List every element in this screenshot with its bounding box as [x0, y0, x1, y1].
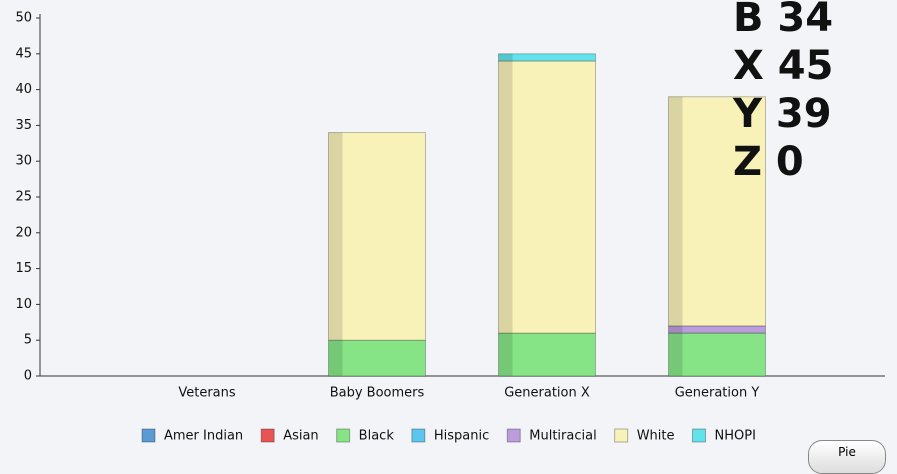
y-tick-label: 5 [24, 333, 32, 348]
bar-segment [498, 53, 596, 62]
bar-segment [328, 339, 426, 377]
legend-swatch [692, 428, 706, 443]
y-tick-label: 45 [15, 46, 32, 61]
bar-shade [328, 132, 343, 341]
bar-segment [668, 332, 766, 377]
x-tick-label: Generation Y [675, 386, 760, 401]
legend-swatch [506, 428, 521, 443]
y-tick-label: 20 [15, 225, 32, 240]
annotation: Y 39 [732, 91, 832, 137]
y-tick-label: 25 [15, 190, 32, 205]
chart: 0 5 10 15 20 25 30 35 40 45 50 Veterans Baby Boomers… [15, 0, 885, 444]
y-tick-label: 40 [15, 82, 32, 97]
annotation: Z 0 [733, 139, 804, 185]
x-tick-label: Generation X [504, 386, 590, 401]
bar-segment [328, 132, 426, 341]
legend-label: Black [359, 429, 395, 444]
pie-button[interactable]: Pie [808, 440, 886, 474]
legend-swatch [141, 428, 156, 443]
bar-segment [498, 332, 596, 377]
bar-shade [668, 325, 683, 334]
y-tick-label: 30 [15, 154, 32, 169]
page: 0 5 10 15 20 25 30 35 40 45 50 Veterans Baby Boomers… [15, 0, 886, 474]
bar-shade [498, 333, 513, 376]
annotation: X 45 [733, 43, 833, 89]
bar-shade [498, 53, 513, 61]
bar-shade [668, 96, 683, 326]
y-tick-label: 10 [15, 297, 32, 312]
x-tick-label: Baby Boomers [330, 386, 425, 401]
legend-swatch [614, 428, 629, 443]
y-tick-label: 0 [24, 369, 32, 384]
y-tick-label: 50 [15, 11, 32, 26]
legend-swatch [411, 428, 426, 443]
y-tick-label: 35 [15, 118, 32, 133]
bar-segment [668, 96, 766, 327]
legend-swatch [260, 428, 275, 443]
legend-label: White [637, 429, 675, 444]
bar-segment [668, 325, 766, 334]
legend-label: Hispanic [434, 429, 489, 444]
bar-shade [668, 333, 683, 376]
legend-label: NHOPI [715, 429, 756, 444]
bar-shade [328, 340, 343, 376]
annotation: B 34 [733, 0, 833, 41]
bar-segment [498, 60, 596, 334]
legend-label: Amer Indian [164, 429, 243, 444]
legend-label: Multiracial [529, 429, 596, 444]
bar-shade [498, 60, 513, 334]
x-tick-label: Veterans [178, 386, 236, 401]
y-tick-label: 15 [15, 261, 32, 276]
legend-label: Asian [283, 429, 318, 444]
legend-swatch [336, 428, 351, 443]
